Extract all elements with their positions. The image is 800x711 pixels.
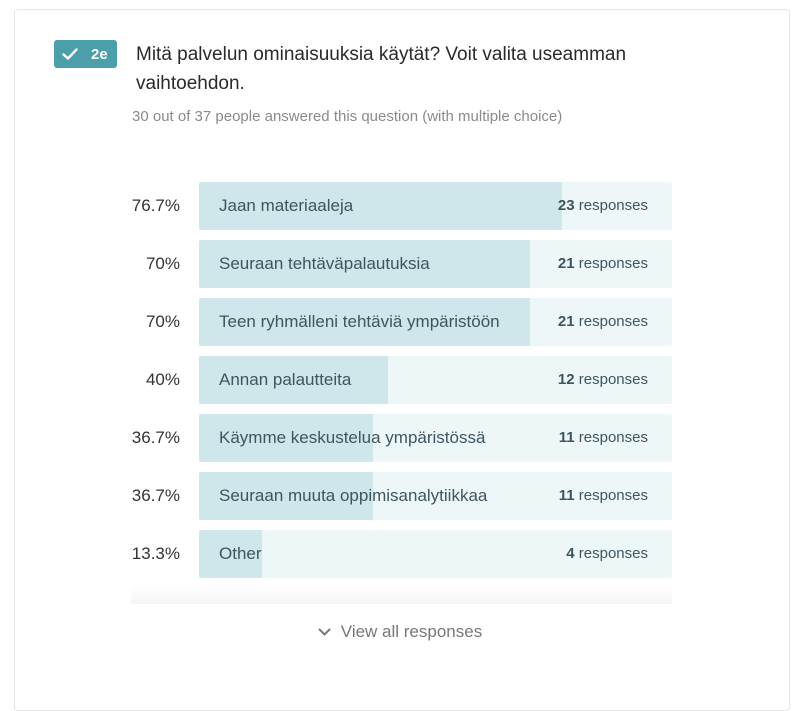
bar-fill xyxy=(199,414,373,462)
bar-fill xyxy=(199,530,262,578)
view-all-responses-button[interactable]: View all responses xyxy=(0,620,800,644)
bar-track: Seuraan tehtäväpalautuksia 21 responses xyxy=(199,240,672,288)
option-label: Käymme keskustelua ympäristössä xyxy=(219,428,486,447)
option-label: Teen ryhmälleni tehtäviä ympäristöön xyxy=(219,312,500,331)
response-count: 11 responses xyxy=(559,472,648,520)
option-label: Annan palautteita xyxy=(219,370,352,389)
percent-label: 36.7% xyxy=(131,486,180,505)
percent-label: 76.7% xyxy=(131,196,180,215)
check-icon xyxy=(62,48,78,60)
percent-label: 36.7% xyxy=(131,428,180,447)
question-number: 2e xyxy=(91,45,108,63)
response-count: 21 responses xyxy=(558,298,648,346)
question-subtitle: 30 out of 37 people answered this questi… xyxy=(132,108,563,125)
bar-track: Teen ryhmälleni tehtäviä ympäristöön 21 r… xyxy=(199,298,672,346)
response-row: 70% Seuraan tehtäväpalautuksia 21 response… xyxy=(0,240,800,288)
response-count-suffix: responses xyxy=(578,487,648,504)
option-label: Seuraan muuta oppimisanalytiikkaa xyxy=(219,486,488,505)
response-count: 12 responses xyxy=(558,356,648,404)
bar-track: Käymme keskustelua ympäristössä 11 respon… xyxy=(199,414,672,462)
response-row: 36.7% Käymme keskustelua ympäristössä 11 r… xyxy=(0,414,800,462)
bar-track: Jaan materiaaleja 23 responses xyxy=(199,182,672,230)
bar-track: Other 4 responses xyxy=(199,530,672,578)
bar-track: Annan palautteita 12 responses xyxy=(199,356,672,404)
question-title: Mitä palvelun ominaisuuksia käytät? Voit… xyxy=(136,44,627,94)
response-row: 13.3% Other 4 responses xyxy=(0,530,800,578)
response-count: 23 responses xyxy=(558,182,648,230)
percent-label: 70% xyxy=(145,312,180,331)
response-row: 40% Annan palautteita 12 responses xyxy=(0,356,800,404)
response-count-number: 21 xyxy=(557,313,575,330)
bar-track: Seuraan muuta oppimisanalytiikkaa 11 resp… xyxy=(199,472,672,520)
response-count-number: 23 xyxy=(557,197,575,214)
bar-fill xyxy=(199,356,388,404)
question-badge: 2e xyxy=(54,40,117,68)
response-count-number: 4 xyxy=(566,545,575,562)
response-row: 76.7% Jaan materiaaleja 23 responses xyxy=(0,182,800,230)
option-label: Other xyxy=(219,544,262,563)
response-count-number: 21 xyxy=(557,255,575,272)
option-label: Seuraan tehtäväpalautuksia xyxy=(219,254,430,273)
response-count-number: 11 xyxy=(558,429,575,446)
response-count: 11 responses xyxy=(559,414,648,462)
chevron-down-icon xyxy=(318,622,341,642)
bar-fill xyxy=(199,472,373,520)
response-count-suffix: responses xyxy=(578,371,648,388)
response-count: 4 responses xyxy=(566,530,648,578)
response-count-suffix: responses xyxy=(578,313,648,330)
fade-overlay xyxy=(131,584,672,604)
bar-fill xyxy=(199,240,530,288)
percent-label: 13.3% xyxy=(131,544,180,563)
response-row: 36.7% Seuraan muuta oppimisanalytiikkaa 11… xyxy=(0,472,800,520)
option-label: Jaan materiaaleja xyxy=(219,196,354,215)
response-count-suffix: responses xyxy=(578,197,648,214)
response-count-suffix: responses xyxy=(578,429,648,446)
percent-label: 70% xyxy=(145,254,180,273)
bar-fill xyxy=(199,182,562,230)
percent-label: 40% xyxy=(145,370,180,389)
response-count-suffix: responses xyxy=(578,255,648,272)
view-all-label: View all responses xyxy=(340,622,483,641)
response-count: 21 responses xyxy=(558,240,648,288)
response-count-suffix: responses xyxy=(578,545,648,562)
response-row: 70% Teen ryhmälleni tehtäviä ympäristöön 2… xyxy=(0,298,800,346)
response-count-number: 12 xyxy=(557,371,575,388)
response-count-number: 11 xyxy=(558,487,575,504)
bar-fill xyxy=(199,298,530,346)
